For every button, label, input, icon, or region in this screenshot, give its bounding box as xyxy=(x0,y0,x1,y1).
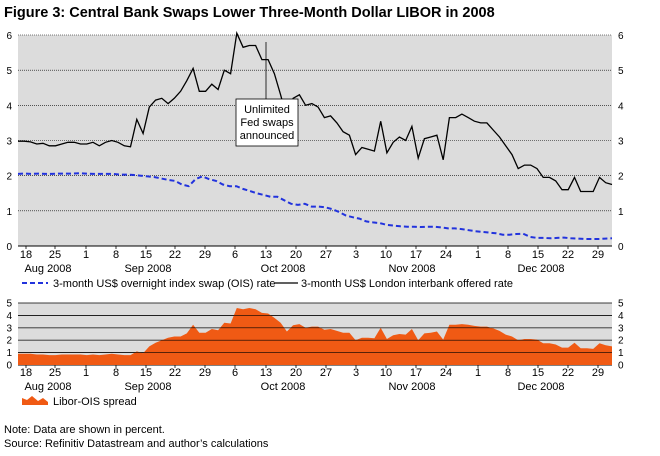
y-tick-label-left: 0 xyxy=(6,361,12,372)
x-tick-label: 8 xyxy=(505,367,511,379)
x-tick-label: 10 xyxy=(380,249,392,261)
x-tick-label: 6 xyxy=(232,367,238,379)
x-month-label: Nov 2008 xyxy=(388,381,435,393)
x-tick-label: 15 xyxy=(140,367,152,379)
x-tick-label: 13 xyxy=(260,249,272,261)
x-tick-label: 15 xyxy=(532,249,544,261)
x-tick-label: 20 xyxy=(290,367,302,379)
legend-label-ois: 3-month US$ overnight index swap (OIS) r… xyxy=(53,278,276,290)
x-tick-label: 29 xyxy=(199,249,211,261)
spread-area xyxy=(18,308,612,365)
y-tick-label-right: 6 xyxy=(618,31,624,42)
x-tick-label: 24 xyxy=(440,367,452,379)
legend-label-libor: 3-month US$ London interbank offered rat… xyxy=(301,278,513,290)
x-tick-label: 22 xyxy=(169,367,181,379)
y-tick-label-left: 5 xyxy=(6,66,12,77)
x-tick-label: 24 xyxy=(440,249,452,261)
x-tick-label: 25 xyxy=(49,249,61,261)
x-tick-label: 29 xyxy=(592,367,604,379)
x-tick-label: 22 xyxy=(562,249,574,261)
y-tick-label-right: 5 xyxy=(618,299,624,310)
x-tick-label: 8 xyxy=(505,249,511,261)
x-tick-label: 1 xyxy=(475,367,481,379)
x-tick-label: 22 xyxy=(562,367,574,379)
x-tick-label: 25 xyxy=(49,367,61,379)
chart-canvas: 0 01 12 23 34 45 56 618 25 1 8 15 22 29 6 13 20 27 3 10 17 24… xyxy=(6,30,624,408)
x-tick-label: 27 xyxy=(320,367,332,379)
figure-title: Figure 3: Central Bank Swaps Lower Three… xyxy=(4,5,495,21)
x-tick-label: 10 xyxy=(380,367,392,379)
y-tick-label-left: 1 xyxy=(6,207,12,218)
y-tick-label-left: 3 xyxy=(6,137,12,148)
x-month-label: Dec 2008 xyxy=(517,381,564,393)
y-tick-label-left: 2 xyxy=(6,336,12,347)
y-tick-label-left: 3 xyxy=(6,323,12,334)
x-tick-label: 3 xyxy=(353,249,359,261)
libor-series-line xyxy=(18,30,613,193)
y-tick-label-right: 3 xyxy=(618,323,624,334)
x-month-label: Sep 2008 xyxy=(124,263,171,275)
annotation-text: Unlimited xyxy=(244,104,290,116)
y-tick-label-right: 2 xyxy=(618,336,624,347)
annotation-text: Fed swaps xyxy=(240,117,294,129)
x-tick-label: 3 xyxy=(353,367,359,379)
y-tick-label-right: 1 xyxy=(618,348,624,359)
x-month-label: Oct 2008 xyxy=(261,263,306,275)
legend-label-spread: Libor-OIS spread xyxy=(53,396,137,408)
x-tick-label: 29 xyxy=(592,249,604,261)
y-tick-label-left: 2 xyxy=(6,172,12,183)
x-month-label: Aug 2008 xyxy=(24,263,71,275)
x-tick-label: 15 xyxy=(532,367,544,379)
y-tick-label-left: 5 xyxy=(6,299,12,310)
y-tick-label-right: 0 xyxy=(618,361,624,372)
x-tick-label: 29 xyxy=(199,367,211,379)
ois-series-line xyxy=(17,172,613,240)
x-month-label: Nov 2008 xyxy=(388,263,435,275)
x-tick-label: 6 xyxy=(232,249,238,261)
x-tick-label: 22 xyxy=(169,249,181,261)
source-text: Source: Refinitiv Datastream and author’… xyxy=(4,438,269,450)
note-text: Note: Data are shown in percent. xyxy=(4,424,165,436)
x-tick-label: 18 xyxy=(20,249,32,261)
x-month-label: Oct 2008 xyxy=(261,381,306,393)
top-chart-panel: 0 01 12 23 34 45 56 618 25 1 8 15 22 29 6 13 20 27 3 10 17 24… xyxy=(6,30,624,275)
bottom-chart-panel: 0 01 12 23 34 45 518 25 1 8 15 22 29 6 13 20 27 3 10 17 24 1 8… xyxy=(6,299,624,394)
x-tick-label: 8 xyxy=(113,367,119,379)
y-tick-label-left: 4 xyxy=(6,311,12,322)
x-tick-label: 1 xyxy=(83,249,89,261)
y-tick-label-right: 3 xyxy=(618,137,624,148)
x-tick-label: 1 xyxy=(475,249,481,261)
x-tick-label: 17 xyxy=(410,367,422,379)
x-tick-label: 8 xyxy=(113,249,119,261)
y-tick-label-right: 0 xyxy=(618,242,624,253)
y-tick-label-right: 5 xyxy=(618,66,624,77)
y-tick-label-left: 6 xyxy=(6,31,12,42)
x-tick-label: 20 xyxy=(290,249,302,261)
x-tick-label: 17 xyxy=(410,249,422,261)
legend-swatch-spread xyxy=(22,396,48,405)
annotation-box xyxy=(235,98,299,147)
x-month-label: Dec 2008 xyxy=(517,263,564,275)
y-tick-label-left: 0 xyxy=(6,242,12,253)
y-tick-label-left: 4 xyxy=(6,101,12,112)
legend-group: 3-month US$ overnight index swap (OIS) r… xyxy=(22,278,513,408)
x-tick-label: 27 xyxy=(320,249,332,261)
x-tick-label: 18 xyxy=(20,367,32,379)
x-tick-label: 13 xyxy=(260,367,272,379)
y-tick-label-right: 4 xyxy=(618,101,624,112)
y-tick-label-right: 4 xyxy=(618,311,624,322)
y-tick-label-right: 2 xyxy=(618,172,624,183)
y-tick-label-left: 1 xyxy=(6,348,12,359)
y-tick-label-right: 1 xyxy=(618,207,624,218)
x-month-label: Sep 2008 xyxy=(124,381,171,393)
x-month-label: Aug 2008 xyxy=(24,381,71,393)
annotation-text: announced xyxy=(240,130,294,142)
x-tick-label: 1 xyxy=(83,367,89,379)
x-tick-label: 15 xyxy=(140,249,152,261)
